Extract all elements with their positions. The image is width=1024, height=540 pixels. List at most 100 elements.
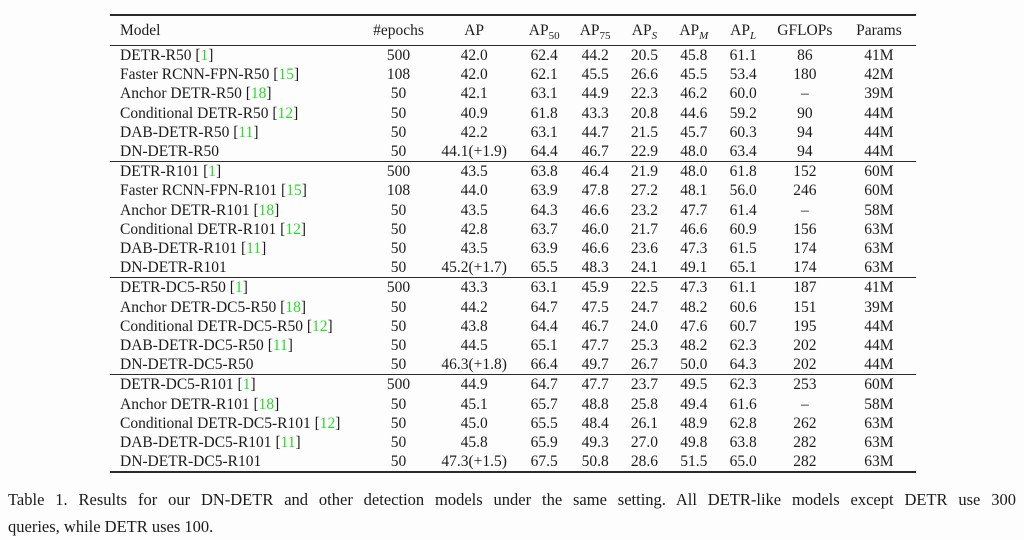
citation-link[interactable]: 11 (272, 337, 288, 355)
cell-gflops: 246 (793, 182, 817, 200)
table-row: DN-DETR-DC5-R101 50 47.3(+1.5) 67.5 50.8 28.6… (110, 452, 916, 472)
column-header-model: Model (110, 15, 367, 46)
cell-ap: 43.5 (460, 240, 488, 258)
cell-ap75: 49.3 (581, 434, 609, 452)
cell-epochs: 500 (366, 277, 431, 298)
citation-link[interactable]: 18 (258, 395, 275, 413)
citation-link[interactable]: 15 (278, 66, 294, 84)
cell-model: Conditional DETR-R50 [12] (120, 104, 299, 122)
cell-apl: 62.8 (729, 414, 757, 432)
cell-model: DAB-DETR-R50 [11] (120, 123, 259, 141)
cell-ap50: 63.1 (517, 277, 571, 298)
cell-apl: 63.4 (729, 143, 757, 161)
cell-apl: 53.4 (729, 66, 757, 84)
table-row: DETR-R50 [1] 500 42.0 62.4 44.2 20.5 45.8 61.1 8… (110, 46, 916, 66)
cell-ap50: 63.1 (530, 123, 558, 141)
model-name: DETR-DC5-R50 (120, 279, 226, 297)
cell-ap: 45.8 (460, 434, 488, 452)
citation-link[interactable]: 18 (250, 85, 267, 103)
cell-ap75: 47.8 (581, 182, 609, 200)
cell-apl: 61.4 (729, 201, 757, 219)
citation-link[interactable]: 15 (286, 182, 302, 200)
citation-link[interactable]: 12 (277, 104, 294, 122)
cell-ap75: 43.3 (581, 104, 609, 122)
cell-apl: 61.8 (718, 161, 768, 182)
cell-params: 58M (864, 395, 894, 413)
column-header-label: AP (679, 21, 700, 39)
cell-model: DETR-DC5-R101 [1] (110, 374, 367, 395)
cell-ap: 40.9 (460, 104, 488, 122)
cell-apl: 56.0 (729, 182, 757, 200)
model-name: DAB-DETR-R50 (120, 123, 230, 141)
cell-gflops: 156 (793, 220, 817, 238)
citation-link[interactable]: 12 (319, 414, 336, 432)
cell-apm: 45.8 (680, 47, 708, 64)
cell-ap50: 67.5 (530, 453, 558, 471)
cell-params: 44M (864, 104, 894, 122)
cell-ap: 45.2(+1.7) (441, 259, 507, 277)
citation-link[interactable]: 1 (200, 47, 209, 64)
cell-apm: 49.4 (680, 395, 708, 413)
cell-aps: 24.7 (630, 298, 659, 316)
column-header-ap50: AP50 (517, 15, 571, 46)
cell-model: Anchor DETR-R50 [18] (120, 85, 272, 103)
model-name: DAB-DETR-DC5-R50 (120, 337, 264, 355)
model-name: Conditional DETR-DC5-R50 (120, 317, 303, 335)
cell-model: DAB-DETR-DC5-R50 [11] (120, 337, 293, 355)
cell-model: DAB-DETR-DC5-R101 [11] (120, 434, 301, 452)
cell-params: 63M (864, 453, 894, 471)
cell-epochs: 50 (390, 395, 407, 413)
cell-ap75: 44.9 (581, 85, 609, 103)
cell-ap: 45.1 (460, 395, 488, 413)
cell-apm: 48.9 (680, 414, 708, 432)
cell-apl: 65.1 (729, 259, 757, 277)
table-row: DAB-DETR-DC5-R50 [11] 50 44.5 65.1 47.7 25.3 4… (110, 336, 916, 355)
cell-aps: 21.9 (619, 161, 670, 182)
cell-ap: 43.5 (460, 201, 488, 219)
cell-apl: 61.1 (718, 277, 768, 298)
cell-gflops: 195 (793, 317, 817, 335)
cell-ap50: 62.4 (530, 47, 558, 64)
cell-model: DAB-DETR-R101 [11] (120, 240, 267, 258)
column-header-label: AP (464, 21, 485, 39)
citation-link[interactable]: 11 (246, 240, 262, 258)
citation-link[interactable]: 1 (242, 376, 251, 394)
column-header-subscript: 75 (599, 29, 611, 42)
table-row: Anchor DETR-DC5-R50 [18] 50 44.2 64.7 47.5 24… (110, 298, 916, 317)
cell-apm: 48.0 (669, 161, 719, 182)
cell-apl: 62.3 (718, 374, 768, 395)
cell-model: DN-DETR-R101 (110, 258, 367, 278)
cell-epochs: 50 (390, 337, 407, 355)
cell-aps: 22.3 (630, 85, 659, 103)
citation-link[interactable]: 1 (208, 163, 217, 181)
cell-gflops: 180 (793, 66, 817, 84)
citation-link[interactable]: 11 (280, 434, 296, 452)
cell-gflops: 151 (793, 298, 817, 316)
citation-link[interactable]: 12 (285, 220, 301, 238)
cell-ap: 45.0 (460, 414, 488, 432)
cell-params: 60M (841, 161, 916, 182)
table-row: Faster RCNN-FPN-R101 [15] 108 44.0 63.9 47.8… (110, 181, 916, 200)
cell-ap75: 44.2 (581, 47, 609, 64)
column-header-label: AP (730, 21, 750, 39)
cell-model: Anchor DETR-DC5-R50 [18] (120, 298, 306, 316)
cell-params: 39M (864, 85, 894, 103)
model-name: Conditional DETR-R101 (120, 220, 277, 238)
column-header-label: Params (856, 21, 902, 39)
cell-ap50: 64.4 (530, 317, 558, 335)
table-row: DN-DETR-R101 50 45.2(+1.7) 65.5 48.3 24.1 49.1… (110, 258, 916, 278)
cell-model: DETR-R101 [1] (110, 161, 367, 182)
cell-ap75: 46.7 (581, 143, 609, 161)
cell-epochs: 50 (390, 85, 407, 103)
citation-link[interactable]: 11 (238, 123, 254, 141)
citation-link[interactable]: 12 (312, 317, 328, 335)
model-name: DN-DETR-R101 (120, 259, 227, 277)
cell-ap50: 63.8 (517, 161, 571, 182)
citation-link[interactable]: 1 (234, 279, 243, 297)
citation-link[interactable]: 18 (258, 201, 275, 219)
citation-link[interactable]: 18 (285, 298, 301, 316)
cell-ap50: 63.1 (530, 85, 558, 103)
cell-ap75: 46.7 (581, 317, 609, 335)
cell-ap50: 64.3 (530, 201, 558, 219)
cell-ap75: 47.5 (581, 298, 609, 316)
